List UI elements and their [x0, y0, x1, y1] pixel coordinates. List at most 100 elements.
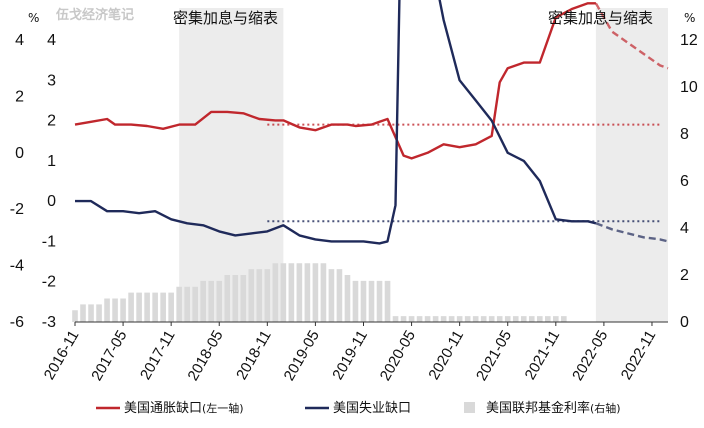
rate-bar [416, 316, 423, 322]
left-axis-2-tick: 1 [47, 153, 56, 170]
rate-bar [288, 263, 295, 322]
left-axis-1-tick: 4 [15, 32, 24, 49]
legend-suffix: (右轴) [590, 401, 621, 415]
rate-bar [160, 292, 166, 322]
rate-bar [440, 316, 447, 322]
x-tick-label: 2019-11 [329, 328, 371, 383]
rate-bar [88, 304, 94, 322]
rate-bar [144, 292, 150, 322]
x-tick-label: 2018-11 [233, 328, 275, 383]
rate-bar [272, 263, 279, 322]
right-axis-unit: % [684, 11, 695, 25]
rate-bar [496, 316, 503, 322]
rate-bar [400, 316, 407, 322]
rate-bar [280, 263, 287, 322]
band-label-right: 密集加息与缩表 [548, 9, 653, 27]
rate-bar [561, 316, 567, 322]
x-tick-label: 2017-05 [88, 328, 130, 384]
rate-bar [264, 269, 271, 322]
left-axis-2-tick: 0 [47, 193, 56, 210]
legend-suffix: (左一轴) [202, 401, 244, 415]
rate-bar [320, 263, 327, 322]
rate-bar [360, 280, 367, 322]
rate-bar [472, 316, 479, 322]
legend: 美国通胀缺口(左一轴) 美国失业缺口 美国联邦基金利率(右轴) [96, 400, 621, 416]
rate-bar [456, 316, 463, 322]
right-axis-tick: 2 [680, 267, 689, 284]
inflation-gap-projection [594, 2, 669, 70]
legend-label: 美国失业缺口 [333, 401, 411, 416]
right-axis-tick: 6 [680, 173, 689, 190]
rate-bar [232, 275, 239, 322]
rate-bar [224, 275, 231, 322]
rate-bar [520, 316, 527, 322]
right-axis-tick: 4 [680, 220, 689, 237]
x-tick-label: 2017-11 [137, 328, 179, 383]
rate-bar [184, 286, 190, 322]
rate-bar [553, 316, 559, 322]
rate-bar [80, 304, 86, 322]
left-axis-2-tick: 3 [47, 72, 56, 89]
rate-bar [344, 275, 351, 322]
rate-bar [168, 292, 174, 322]
rate-bar [392, 316, 399, 322]
rate-bar [544, 316, 551, 322]
band-label-left: 密集加息与缩表 [173, 9, 278, 27]
rate-bar [304, 263, 311, 322]
left-axis-1-tick: -2 [10, 201, 24, 218]
left-axis-2-tick: -2 [42, 274, 56, 291]
x-tick-label: 2021-11 [522, 328, 564, 383]
legend-label: 美国联邦基金利率(右轴) [486, 400, 621, 416]
rate-bar [424, 316, 431, 322]
unemployment-gap-line [75, 0, 597, 245]
left-axis-1-tick: 2 [15, 88, 24, 105]
x-tick-label: 2019-05 [281, 328, 323, 384]
left-axis-unit: % [28, 11, 39, 25]
rate-bar [104, 298, 110, 322]
x-tick-label: 2021-05 [473, 328, 515, 384]
rate-bar [72, 310, 78, 322]
rate-bar [112, 298, 118, 322]
legend-swatch [464, 402, 475, 413]
watermark: 伍戈经济笔记 [55, 7, 134, 23]
rate-bar [312, 263, 319, 322]
rate-bar [256, 269, 263, 322]
left-axis-2-tick: -3 [42, 314, 56, 331]
rate-bar [216, 280, 223, 322]
shaded-band [595, 8, 668, 322]
rate-bar [480, 316, 487, 322]
rate-bar [192, 286, 199, 322]
rate-bar [528, 316, 535, 322]
rate-bar [328, 269, 335, 322]
right-axis-tick: 10 [680, 79, 698, 96]
rate-bar [96, 304, 102, 322]
rate-bar [120, 298, 126, 322]
rate-bar [176, 286, 182, 322]
left-axis-1-tick: -4 [10, 258, 24, 275]
rate-bar [432, 316, 439, 322]
inflation-gap-line [74, 2, 596, 160]
right-axis-tick: 0 [680, 314, 689, 331]
legend-label: 美国通胀缺口(左一轴) [124, 401, 244, 416]
rate-bar [408, 316, 415, 322]
rate-bar [376, 280, 383, 322]
left-axis-2-tick: 4 [47, 32, 56, 49]
rate-bar [504, 316, 511, 322]
rate-bar [464, 316, 471, 322]
rate-bar [488, 316, 495, 322]
left-axis-2-tick: -1 [42, 233, 56, 250]
rate-bar [200, 280, 207, 322]
x-tick-label: 2018-05 [184, 328, 226, 384]
x-tick-label: 2020-11 [425, 328, 467, 383]
x-tick-label: 2022-11 [618, 328, 660, 383]
rate-bar [208, 280, 215, 322]
rate-bar [240, 275, 247, 322]
rate-bar [352, 280, 359, 322]
left-axis-2-tick: 2 [47, 113, 56, 130]
x-tick-label: 2016-11 [41, 328, 83, 383]
rate-bar [384, 280, 391, 322]
left-axis-1-tick: -6 [10, 314, 24, 331]
unemployment-gap-projection [595, 222, 669, 243]
left-axis-1-tick: 0 [15, 145, 24, 162]
